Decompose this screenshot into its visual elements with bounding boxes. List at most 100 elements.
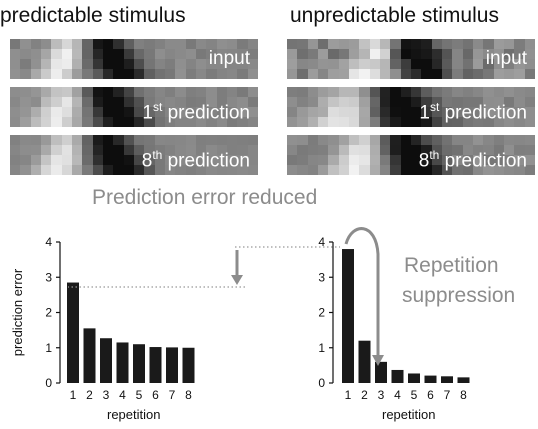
stimulus-pixel: [359, 135, 370, 145]
stimulus-pixel: [82, 87, 93, 97]
stimulus-pixel: [524, 87, 535, 97]
stimulus-pixel: [175, 145, 186, 155]
stimulus-pixel: [206, 39, 217, 49]
stimulus-pixel: [441, 97, 453, 107]
stimulus-pixel: [30, 87, 41, 97]
stimulus-pixel: [154, 155, 165, 165]
stimulus-pixel: [452, 145, 463, 155]
stimulus-pixel: [483, 97, 494, 107]
stimulus-pixel: [338, 145, 349, 155]
stimulus-pixel: [123, 69, 134, 79]
stimulus-pixel: [369, 59, 380, 69]
stimulus-pixel: [144, 49, 155, 59]
stimulus-pixel: [154, 39, 165, 49]
stimulus-pixel: [297, 135, 308, 145]
stimulus-pixel: [421, 165, 432, 175]
stimulus-pixel: [297, 87, 308, 97]
stimulus-pixel: [102, 87, 114, 97]
stimulus-pixel: [472, 97, 484, 107]
stimulus-pixel: [369, 165, 380, 175]
stimulus-pixel: [328, 39, 339, 49]
stimulus-pixel: [483, 49, 494, 59]
stimulus-pixel: [359, 87, 370, 97]
stimulus-pixel: [20, 117, 31, 127]
stimulus-pixel: [226, 107, 238, 117]
stimulus-pixel: [226, 39, 238, 49]
stimulus-pixel: [348, 59, 360, 69]
stimulus-pixel: [400, 107, 411, 117]
stimulus-pixel: [102, 69, 114, 79]
stimulus-pixel: [452, 155, 463, 165]
stimulus-pixel: [206, 117, 217, 127]
stimulus-pixel: [20, 49, 31, 59]
stimulus-pixel: [317, 145, 329, 155]
stimulus-pixel: [82, 117, 93, 127]
y-tick-label: 4: [318, 235, 325, 249]
stimulus-pixel: [359, 117, 370, 127]
stimulus-pixel: [287, 155, 298, 165]
stimulus-pixel: [247, 87, 258, 97]
stimulus-pixel: [61, 155, 72, 165]
stimulus-pixel: [216, 87, 227, 97]
stimulus-pixel: [514, 135, 525, 145]
stimulus-pixel: [379, 165, 391, 175]
y-tick-label: 0: [318, 376, 325, 390]
x-tick-label: 2: [361, 388, 368, 402]
stimulus-pixel: [247, 165, 258, 175]
stimulus-pixel: [113, 155, 124, 165]
stimulus-pixel: [400, 97, 411, 107]
stimulus-pixel: [390, 107, 401, 117]
stimulus-pixel: [410, 39, 422, 49]
stimulus-pixel: [10, 49, 21, 59]
stimulus-pixel: [369, 39, 380, 49]
stimulus-pixel: [514, 165, 525, 175]
stimulus-pixel: [30, 135, 41, 145]
stimulus-pixel: [164, 97, 176, 107]
stimulus-pixel: [40, 117, 52, 127]
stimulus-pixel: [503, 69, 515, 79]
stimulus-pixel: [390, 49, 401, 59]
x-tick-label: 7: [169, 388, 176, 402]
stimulus-pixel: [524, 117, 535, 127]
stimulus-pixel: [71, 107, 83, 117]
y-tick-label: 3: [45, 270, 52, 284]
stimulus-pixel: [452, 87, 463, 97]
bar: [116, 342, 129, 383]
stimulus-pixel: [82, 39, 93, 49]
stimulus-pixel: [369, 145, 380, 155]
stimulus-pixel: [133, 39, 145, 49]
stimulus-pixel: [113, 135, 124, 145]
stimulus-pixel: [10, 69, 21, 79]
stimulus-pixel: [216, 145, 227, 155]
stimulus-pixel: [247, 49, 258, 59]
stimulus-pixel: [133, 135, 145, 145]
bar: [441, 376, 453, 383]
stimulus-pixel: [195, 107, 207, 117]
stimulus-pixel: [30, 49, 41, 59]
stimulus-pixel: [483, 145, 494, 155]
stimulus-pixel: [175, 39, 186, 49]
stimulus-pixel: [307, 155, 318, 165]
stimulus-pixel: [400, 59, 411, 69]
stimulus-pixel: [226, 97, 238, 107]
y-tick-label: 1: [318, 341, 325, 355]
stimulus-pixel: [379, 135, 391, 145]
stimulus-pixel: [317, 39, 329, 49]
stimulus-pixel: [195, 59, 207, 69]
stimulus-pixel: [524, 39, 535, 49]
stimulus-pixel: [10, 107, 21, 117]
stimulus-pixel: [164, 145, 176, 155]
stimulus-pixel: [113, 97, 124, 107]
stimulus-pixel: [452, 39, 463, 49]
stimulus-pixel: [431, 155, 442, 165]
stimulus-pixel: [133, 107, 145, 117]
stimulus-pixel: [483, 59, 494, 69]
stimulus-pixel: [154, 165, 165, 175]
stimulus-pixel: [247, 39, 258, 49]
stimulus-pixel: [503, 39, 515, 49]
stimulus-pixel: [237, 135, 248, 145]
stimulus-pixel: [514, 97, 525, 107]
stimulus-pixel: [369, 49, 380, 59]
stimulus-pixel: [452, 135, 463, 145]
stimulus-pixel: [348, 39, 360, 49]
